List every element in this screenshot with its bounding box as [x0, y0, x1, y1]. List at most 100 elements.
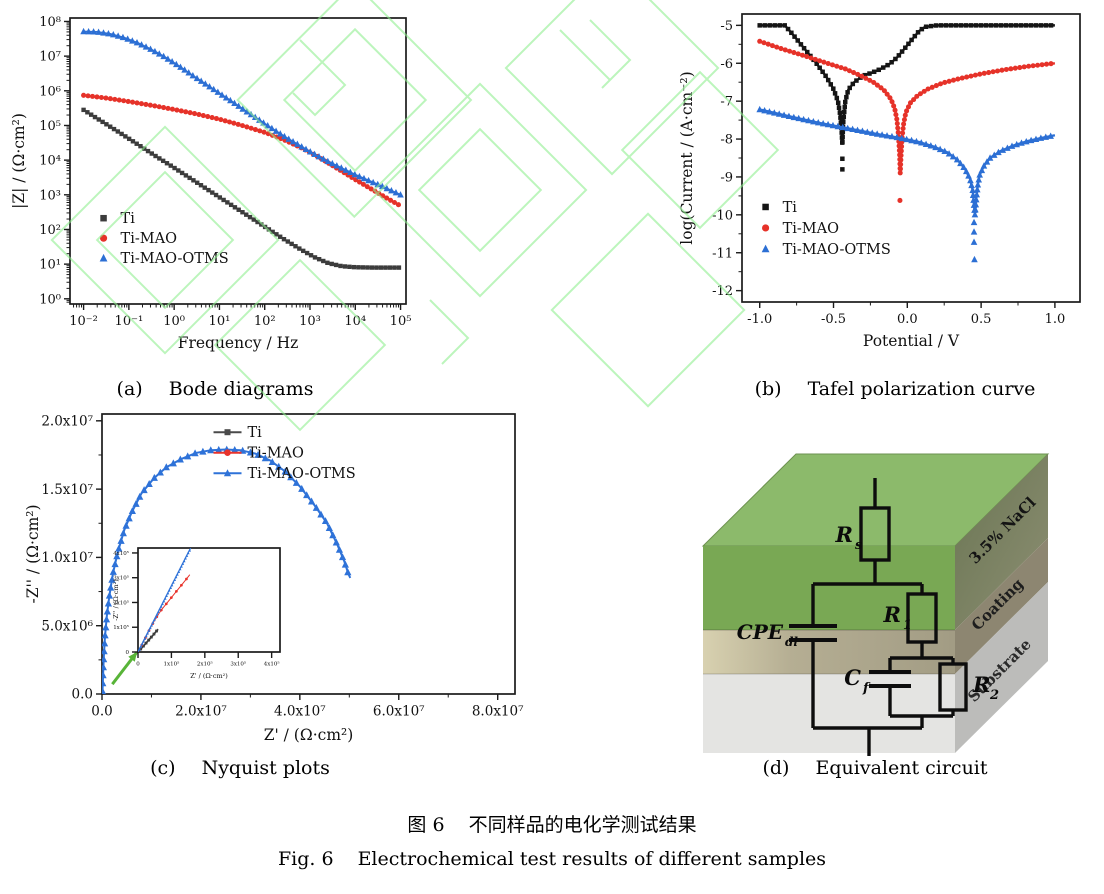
- svg-text:1.0: 1.0: [1045, 312, 1066, 327]
- svg-text:0.0: 0.0: [91, 704, 112, 720]
- svg-text:10⁶: 10⁶: [39, 84, 61, 99]
- svg-text:-10: -10: [712, 208, 733, 223]
- caption-c-text: Nyquist plots: [201, 757, 330, 779]
- figure-caption-en: Fig. 6 Electrochemical test results of di…: [0, 848, 1104, 870]
- rs-sub: s: [855, 538, 863, 553]
- r1-sub: 1: [903, 618, 912, 633]
- r2-sub: 2: [989, 688, 999, 703]
- r2-label: R: [972, 672, 990, 697]
- svg-text:10⁷: 10⁷: [39, 50, 61, 65]
- svg-text:-0.5: -0.5: [821, 312, 846, 327]
- svg-text:8.0x10⁷: 8.0x10⁷: [472, 704, 524, 720]
- coating-front-face: [703, 630, 955, 674]
- svg-text:10⁴: 10⁴: [344, 314, 366, 329]
- caption-d: (d) Equivalent circuit: [675, 757, 1075, 779]
- svg-text:Ti: Ti: [783, 200, 798, 216]
- svg-text:2x10⁵: 2x10⁵: [113, 599, 129, 606]
- svg-text:10⁸: 10⁸: [39, 15, 61, 30]
- figure-caption-zh-text: 不同样品的电化学测试结果: [468, 814, 697, 836]
- figure-caption-zh: 图 6 不同样品的电化学测试结果: [0, 810, 1104, 837]
- svg-text:-Z'' / (Ω·cm²): -Z'' / (Ω·cm²): [112, 579, 120, 621]
- cf-sub: f: [862, 681, 871, 696]
- svg-text:-Z'' / (Ω·cm²): -Z'' / (Ω·cm²): [24, 504, 42, 603]
- svg-text:2x10⁵: 2x10⁵: [197, 661, 213, 668]
- svg-text:Ti-MAO: Ti-MAO: [121, 231, 178, 247]
- panel-tafel-curve: -1.0 -0.5 0.0 0.5 1.0 -5 -6 -7 -8 -9 -10 -11 -12 Pote…: [676, 2, 1096, 368]
- svg-text:3x10⁵: 3x10⁵: [113, 575, 129, 582]
- svg-text:0.0: 0.0: [897, 312, 918, 327]
- svg-text:1x10⁵: 1x10⁵: [113, 624, 129, 631]
- svg-text:0: 0: [126, 650, 130, 656]
- coating-side-face: [955, 538, 1048, 674]
- caption-b-label: (b): [754, 378, 782, 400]
- svg-text:2.0x10⁷: 2.0x10⁷: [41, 414, 93, 430]
- caption-a: (a) Bode diagrams: [15, 378, 415, 400]
- svg-text:0: 0: [136, 662, 140, 668]
- circuit-labels: R s CPE dl R 1 C f R 2: [737, 522, 999, 703]
- rs-label: R: [835, 522, 853, 547]
- caption-a-label: (a): [116, 378, 143, 400]
- svg-text:10⁵: 10⁵: [39, 119, 61, 134]
- svg-text:Ti-MAO-OTMS: Ti-MAO-OTMS: [783, 242, 891, 258]
- svg-text:10⁻²: 10⁻²: [69, 314, 98, 329]
- svg-text:-1.0: -1.0: [747, 312, 772, 327]
- nacl-side-face: [955, 454, 1048, 630]
- svg-text:10⁰: 10⁰: [39, 292, 61, 307]
- cpe-label: CPE: [737, 620, 784, 644]
- svg-text:Ti-MAO: Ti-MAO: [248, 446, 305, 462]
- svg-text:Ti-MAO-OTMS: Ti-MAO-OTMS: [248, 466, 356, 482]
- svg-text:Z' / (Ω·cm²): Z' / (Ω·cm²): [190, 672, 228, 680]
- svg-text:1.0x10⁷: 1.0x10⁷: [41, 550, 93, 566]
- cf-label: C: [844, 665, 861, 690]
- svg-text:-9: -9: [720, 170, 733, 185]
- svg-text:2.0x10⁷: 2.0x10⁷: [175, 704, 227, 720]
- caption-b: (b) Tafel polarization curve: [695, 378, 1095, 400]
- caption-b-text: Tafel polarization curve: [807, 378, 1036, 400]
- nyquist-inset-chart: 0 1x10⁵ 2x10⁵ 3x10⁵ 4x10⁵ 0 1x10⁵ 2x10⁵ 3x10⁵ 4x1…: [112, 547, 281, 680]
- layered-box: [701, 453, 1050, 753]
- substrate-front-face: [703, 674, 955, 753]
- circuit-wires: [789, 478, 968, 756]
- caption-d-text: Equivalent circuit: [815, 757, 988, 779]
- svg-text:5.0x10⁶: 5.0x10⁶: [41, 618, 93, 634]
- svg-text:6.0x10⁷: 6.0x10⁷: [373, 704, 425, 720]
- svg-text:-7: -7: [720, 95, 733, 110]
- svg-text:10²: 10²: [254, 314, 276, 329]
- svg-text:Potential / V: Potential / V: [863, 332, 960, 350]
- svg-text:Ti-MAO-OTMS: Ti-MAO-OTMS: [121, 251, 229, 267]
- svg-text:4x10⁵: 4x10⁵: [264, 661, 280, 668]
- substrate-side-face: [955, 582, 1048, 753]
- svg-text:1.5x10⁷: 1.5x10⁷: [41, 482, 93, 498]
- svg-text:Frequency / Hz: Frequency / Hz: [178, 334, 299, 352]
- nacl-front-face: [703, 546, 955, 630]
- panel-equivalent-circuit: 3.5% NaCl Coating Substrate: [685, 408, 1085, 762]
- svg-text:-8: -8: [720, 133, 733, 148]
- svg-text:0.5: 0.5: [971, 312, 992, 327]
- caption-a-text: Bode diagrams: [168, 378, 314, 400]
- bode-chart: 10⁻² 10⁻¹ 10⁰ 10¹ 10² 10³ 10⁴ 10⁵ 10⁰ 10¹ 10² 10³ 10…: [10, 15, 411, 352]
- figure-caption-en-text: Electrochemical test results of differen…: [357, 848, 827, 870]
- svg-text:Ti-MAO: Ti-MAO: [783, 221, 840, 237]
- svg-text:Z' / (Ω·cm²): Z' / (Ω·cm²): [264, 726, 354, 744]
- svg-text:-11: -11: [712, 246, 733, 261]
- svg-text:0.0: 0.0: [72, 687, 93, 703]
- caption-c: (c) Nyquist plots: [15, 757, 465, 779]
- caption-c-label: (c): [150, 757, 176, 779]
- svg-text:10³: 10³: [39, 188, 61, 203]
- panel-bode-diagram: 10⁻² 10⁻¹ 10⁰ 10¹ 10² 10³ 10⁴ 10⁵ 10⁰ 10¹ 10² 10³ 10…: [8, 4, 418, 370]
- svg-text:-12: -12: [712, 284, 733, 299]
- svg-text:3x10⁵: 3x10⁵: [230, 661, 246, 668]
- svg-text:10¹: 10¹: [39, 258, 61, 273]
- caption-d-label: (d): [762, 757, 790, 779]
- svg-text:10¹: 10¹: [209, 314, 231, 329]
- panel-nyquist-plot: 0.0 2.0x10⁷ 4.0x10⁷ 6.0x10⁷ 8.0x10⁷ 0.0 5.0x10…: [16, 398, 561, 764]
- figure-caption-zh-label: 图 6: [407, 814, 445, 836]
- svg-text:10⁴: 10⁴: [39, 154, 61, 169]
- svg-text:log(Current / (A·cm⁻²): log(Current / (A·cm⁻²): [678, 71, 696, 244]
- figure-caption-en-label: Fig. 6: [277, 848, 334, 870]
- svg-text:-6: -6: [720, 57, 733, 72]
- nyquist-inset: 0 1x10⁵ 2x10⁵ 3x10⁵ 4x10⁵ 0 1x10⁵ 2x10⁵ 3x10⁵ 4x1…: [108, 540, 290, 688]
- svg-text:4.0x10⁷: 4.0x10⁷: [274, 704, 326, 720]
- equivalent-circuit-diagram: 3.5% NaCl Coating Substrate: [701, 453, 1050, 756]
